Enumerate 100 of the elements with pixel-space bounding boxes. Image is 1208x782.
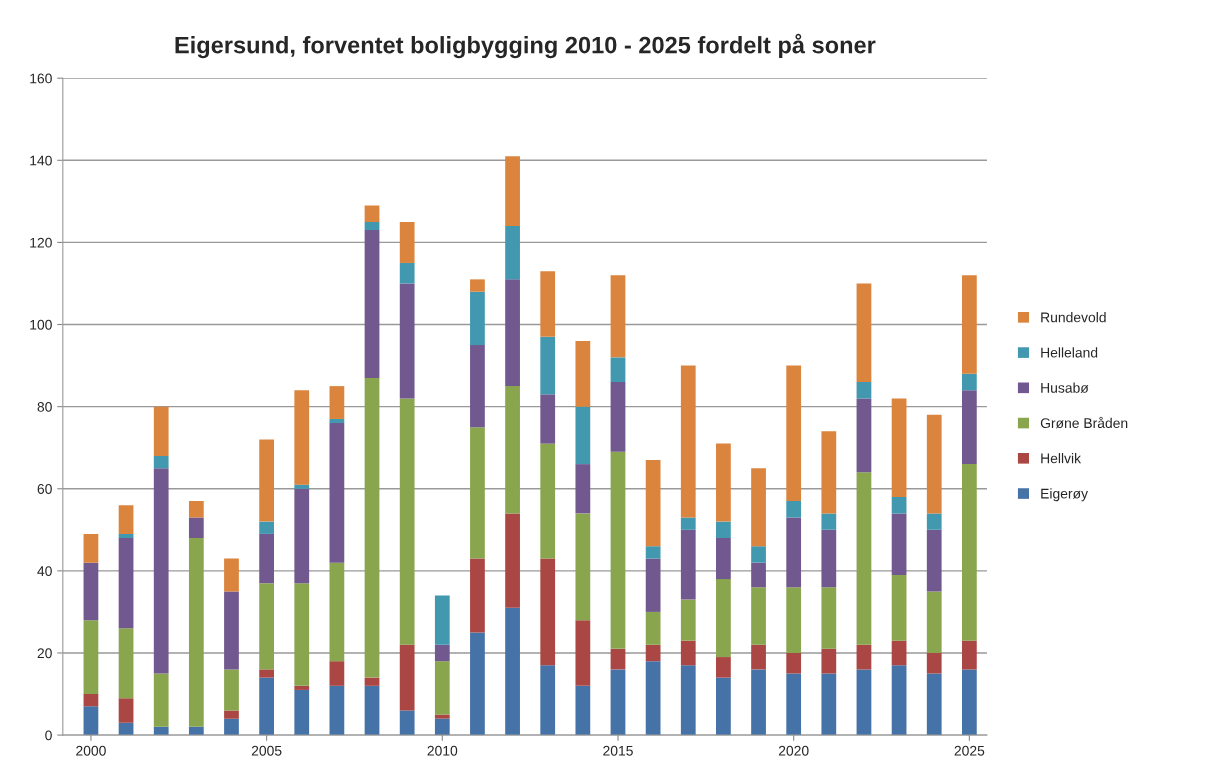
bar	[294, 488, 310, 584]
bar	[786, 365, 802, 502]
bar	[540, 443, 556, 559]
bar	[329, 386, 345, 419]
bar	[259, 677, 274, 736]
bar	[329, 562, 345, 662]
bar	[259, 439, 274, 522]
y-tick-label: 120	[30, 237, 52, 248]
y-tick-label: 0	[45, 730, 52, 741]
bar	[434, 714, 450, 719]
bar	[786, 652, 802, 674]
legend-label: Eigerøy	[1041, 488, 1088, 502]
bar	[610, 382, 626, 452]
bar	[188, 517, 204, 539]
bar	[505, 386, 520, 514]
bar	[329, 418, 345, 424]
bar	[716, 677, 731, 736]
x-tick-label: 2025	[954, 745, 985, 756]
bar	[575, 340, 591, 407]
bar	[645, 644, 661, 662]
bar	[575, 620, 591, 686]
bar	[364, 221, 380, 231]
bar	[364, 230, 380, 378]
bar	[786, 587, 802, 653]
bar	[856, 644, 872, 670]
bar	[891, 398, 907, 497]
bar	[224, 669, 239, 711]
bar	[751, 644, 766, 670]
bar	[118, 533, 134, 539]
bar	[505, 607, 520, 736]
bar	[716, 657, 731, 678]
legend-label: Rundevold	[1041, 312, 1106, 323]
bar	[294, 390, 310, 485]
bar	[540, 336, 556, 395]
y-tick-label: 40	[37, 566, 52, 577]
y-tick-label: 60	[37, 484, 52, 494]
bar	[399, 398, 415, 645]
bar	[680, 640, 696, 666]
bar	[891, 640, 907, 666]
bar	[224, 710, 239, 719]
bar	[364, 685, 380, 736]
bar	[224, 558, 239, 592]
bar	[961, 373, 977, 391]
bar	[891, 574, 907, 641]
bar	[610, 669, 626, 736]
bar	[434, 595, 450, 645]
bar	[961, 464, 977, 641]
legend-label: Hellvik	[1041, 453, 1082, 464]
bar	[926, 513, 942, 530]
bar	[926, 673, 942, 736]
bar	[751, 562, 766, 588]
y-tick-label: 140	[30, 155, 52, 166]
bar	[680, 599, 696, 641]
bar	[329, 661, 345, 686]
bar	[83, 694, 99, 707]
bar	[610, 275, 626, 358]
bar	[751, 669, 766, 736]
bar	[224, 718, 239, 736]
bar	[716, 443, 731, 522]
bar	[540, 394, 556, 444]
bar	[540, 665, 556, 736]
x-tick-label: 2010	[427, 745, 458, 756]
bar	[83, 620, 99, 695]
bar	[259, 669, 274, 678]
bar	[680, 529, 696, 600]
bar	[821, 587, 837, 649]
bar	[364, 377, 380, 678]
bar	[153, 673, 169, 727]
bar	[926, 414, 942, 514]
bar	[610, 357, 626, 383]
bar	[399, 262, 415, 284]
bar	[680, 365, 696, 518]
bar	[645, 546, 661, 559]
bar	[470, 279, 485, 292]
bar	[716, 579, 731, 658]
bar	[470, 427, 485, 559]
bar	[961, 275, 977, 374]
bar	[294, 685, 310, 690]
x-tick-label: 2005	[251, 745, 282, 756]
bar	[926, 652, 942, 674]
bar	[891, 496, 907, 514]
bar	[786, 517, 802, 588]
bar	[83, 562, 99, 621]
legend-label: Grøne Bråden	[1040, 416, 1128, 429]
bar	[329, 423, 345, 563]
y-tick-label: 100	[30, 319, 52, 330]
bar	[716, 538, 731, 580]
bar	[153, 455, 169, 469]
bar	[153, 406, 169, 456]
bar	[505, 513, 520, 608]
bar	[540, 558, 556, 666]
bar	[83, 533, 99, 563]
bar	[364, 205, 380, 222]
y-tick-label: 80	[37, 401, 52, 412]
bar	[961, 640, 977, 670]
bar	[575, 406, 591, 465]
bar	[399, 221, 415, 263]
bar	[961, 669, 977, 736]
bar	[259, 583, 274, 670]
bar	[118, 628, 134, 699]
